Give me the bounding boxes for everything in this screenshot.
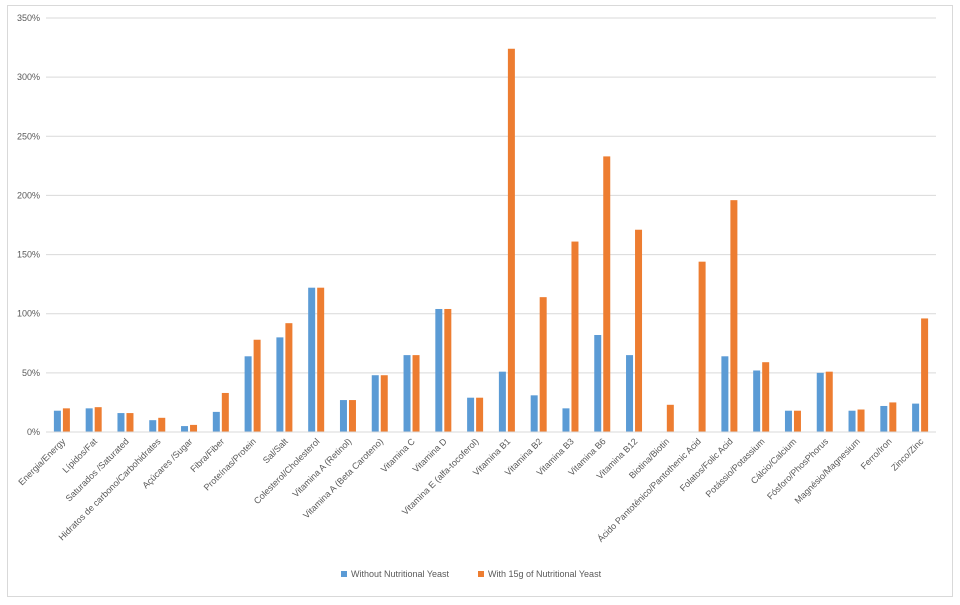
bar-without-22 <box>753 370 761 432</box>
bar-without-25 <box>848 410 856 432</box>
x-tick-label: Sal/Salt <box>261 436 290 465</box>
bar-with-26 <box>889 402 897 432</box>
bar-with-16 <box>571 241 579 432</box>
x-tick-label: Fósforo/PhosPhorus <box>765 436 830 501</box>
legend-label-0: Without Nutritional Yeast <box>351 569 450 579</box>
bar-with-21 <box>730 200 738 432</box>
legend: Without Nutritional Yeast With 15g of Nut… <box>341 569 602 579</box>
x-tick-label: Potássio/Potassium <box>704 436 767 499</box>
chart-frame <box>7 5 953 597</box>
bar-with-9 <box>348 400 356 432</box>
bar-with-11 <box>412 355 420 432</box>
bar-without-0 <box>53 410 61 432</box>
bar-without-26 <box>880 405 888 432</box>
bar-without-4 <box>181 426 189 432</box>
bar-without-5 <box>212 411 220 432</box>
bars <box>53 48 929 433</box>
bar-with-27 <box>921 318 929 432</box>
bar-with-14 <box>507 48 515 433</box>
bar-with-2 <box>126 413 134 432</box>
bar-without-9 <box>339 400 347 432</box>
x-tick-label: Magnésio/Magnesium <box>793 436 862 505</box>
bar-with-0 <box>62 408 70 432</box>
bar-with-4 <box>190 424 198 432</box>
x-tick-label: Vitamina A (Retinol) <box>291 436 354 499</box>
bar-without-8 <box>308 287 316 432</box>
bar-with-1 <box>94 407 102 432</box>
bar-without-11 <box>403 355 411 432</box>
y-tick-label: 300% <box>17 72 40 82</box>
bar-with-10 <box>380 375 388 432</box>
y-tick-label: 100% <box>17 309 40 319</box>
y-tick-label: 350% <box>17 13 40 23</box>
bar-with-25 <box>857 409 865 432</box>
bar-without-13 <box>467 397 475 432</box>
bar-without-27 <box>912 403 920 432</box>
y-tick-label: 50% <box>22 368 40 378</box>
bar-without-10 <box>371 375 379 432</box>
bar-without-21 <box>721 356 729 432</box>
bar-with-5 <box>221 392 229 432</box>
bar-without-24 <box>816 372 824 432</box>
y-tick-label: 0% <box>27 427 40 437</box>
bar-without-7 <box>276 337 284 432</box>
bar-with-19 <box>666 404 674 432</box>
y-axis-ticks: 0% 50% 100% 150% 200% 250% 300% 350% <box>17 13 40 437</box>
bar-without-23 <box>784 410 792 432</box>
bar-without-16 <box>562 408 570 432</box>
bar-with-7 <box>285 323 293 432</box>
bar-with-12 <box>444 308 452 432</box>
bar-without-15 <box>530 395 538 432</box>
y-tick-label: 250% <box>17 131 40 141</box>
legend-swatch-0 <box>341 571 347 577</box>
x-tick-label: Energia/Energy <box>16 436 67 487</box>
bar-with-8 <box>317 287 325 432</box>
legend-label-1: With 15g of Nutritional Yeast <box>488 569 602 579</box>
y-tick-label: 200% <box>17 190 40 200</box>
bar-with-3 <box>158 417 166 432</box>
bar-without-3 <box>149 420 157 432</box>
y-tick-label: 150% <box>17 250 40 260</box>
bar-with-18 <box>635 229 643 432</box>
bar-without-14 <box>498 371 506 432</box>
gridlines <box>46 17 936 374</box>
bar-without-1 <box>85 408 93 432</box>
bar-with-17 <box>603 156 611 432</box>
bar-without-12 <box>435 308 443 432</box>
bar-with-13 <box>476 397 484 432</box>
bar-with-15 <box>539 297 547 432</box>
bar-without-6 <box>244 356 252 432</box>
legend-swatch-1 <box>478 571 484 577</box>
bar-without-18 <box>626 355 634 432</box>
bar-with-6 <box>253 339 261 432</box>
bar-without-2 <box>117 413 125 432</box>
bar-without-17 <box>594 335 602 432</box>
bar-with-24 <box>825 371 833 432</box>
x-tick-label: Zinco/Zinc <box>889 436 926 473</box>
bar-with-20 <box>698 261 706 432</box>
bar-with-23 <box>793 410 801 432</box>
bar-with-22 <box>762 362 770 432</box>
